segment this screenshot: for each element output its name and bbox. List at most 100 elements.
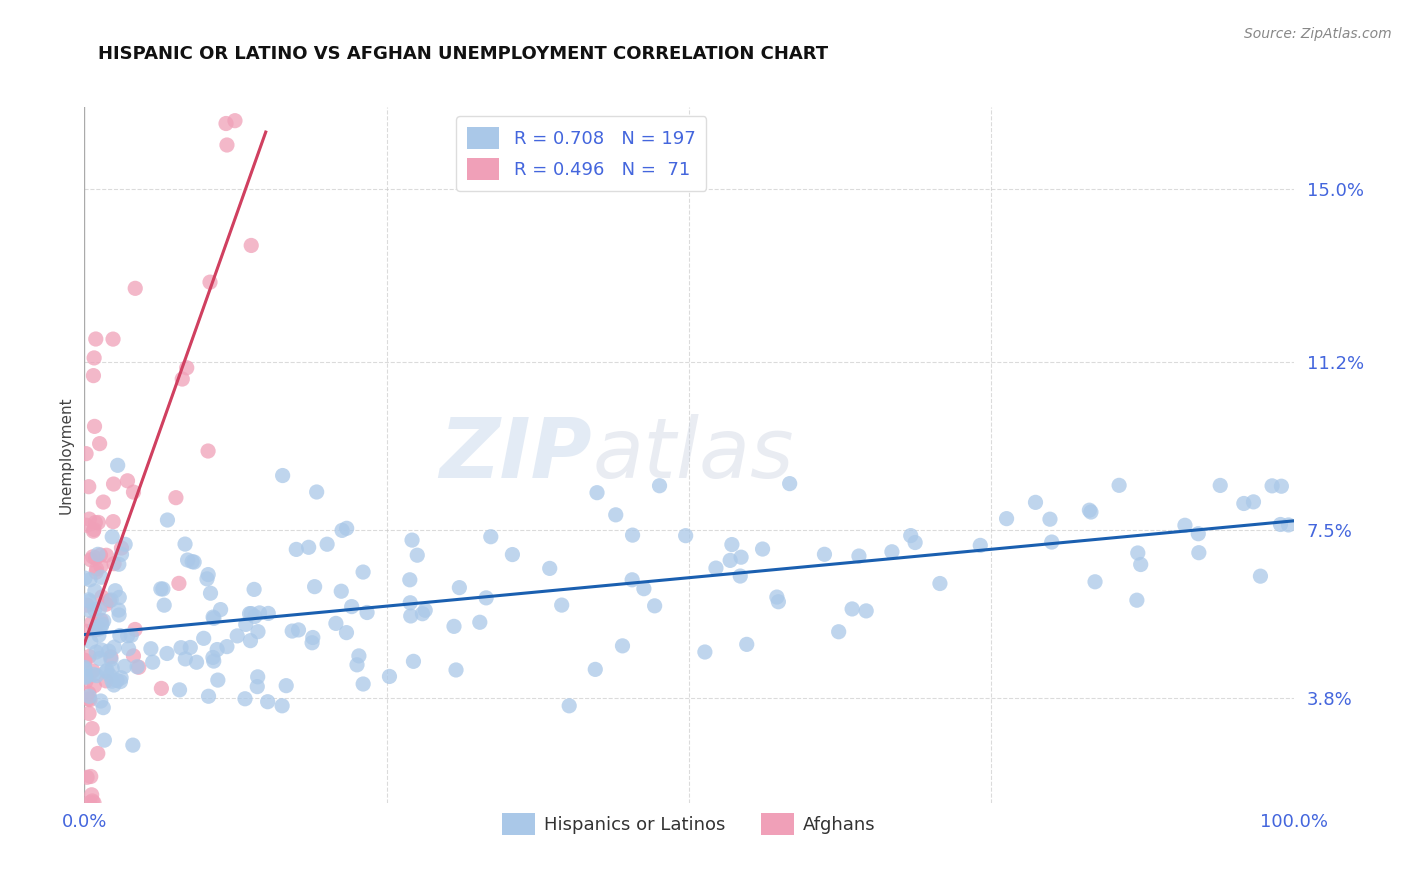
Point (84, 645, 107, 659)
Point (104, 583, 127, 598)
Point (127, 659, 149, 673)
Point (209, 602, 232, 616)
Point (90, 643, 112, 657)
Point (281, 624, 304, 638)
Point (79, 604, 101, 618)
Point (89, 602, 111, 616)
Point (586, 485, 609, 500)
Point (929, 576, 952, 591)
Point (98, 593, 121, 607)
Point (287, 623, 309, 637)
Point (413, 603, 436, 617)
Point (110, 671, 132, 685)
Point (704, 561, 727, 575)
Point (80, 635, 103, 649)
Point (83, 523, 105, 537)
Point (205, 642, 228, 657)
Point (730, 550, 752, 565)
Point (1261, 479, 1284, 493)
Point (179, 640, 201, 655)
Point (80, 770, 103, 784)
Point (444, 663, 467, 677)
Point (316, 537, 339, 551)
Point (336, 521, 359, 535)
Point (84, 516, 107, 530)
Point (82, 794, 104, 808)
Point (718, 553, 741, 567)
Point (378, 669, 401, 683)
Point (325, 616, 347, 631)
Point (411, 607, 433, 621)
Point (243, 582, 266, 597)
Point (90, 570, 112, 584)
Point (90, 559, 112, 574)
Point (94, 673, 117, 688)
Point (84, 566, 107, 580)
Point (305, 485, 328, 500)
Point (183, 555, 205, 569)
Point (84, 620, 107, 634)
Point (449, 581, 471, 595)
Point (304, 580, 326, 594)
Point (87, 516, 110, 530)
Point (1277, 518, 1299, 533)
Point (176, 360, 198, 375)
Point (75, 518, 97, 533)
Point (89, 436, 111, 450)
Point (406, 548, 429, 562)
Point (200, 586, 222, 600)
Point (240, 607, 263, 621)
Point (79, 796, 101, 810)
Point (91, 700, 114, 714)
Point (122, 485, 145, 500)
Point (402, 654, 425, 668)
Point (83, 796, 105, 810)
Point (768, 595, 790, 609)
Point (86, 668, 108, 682)
Point (139, 641, 162, 656)
Point (114, 659, 136, 673)
Point (848, 549, 870, 563)
Point (621, 573, 644, 587)
Point (117, 641, 139, 656)
Point (995, 511, 1018, 525)
Point (156, 647, 179, 661)
Point (352, 677, 374, 691)
Point (87, 622, 110, 636)
Point (276, 679, 298, 693)
Point (98, 668, 121, 682)
Point (675, 529, 697, 543)
Point (80, 553, 103, 567)
Point (335, 625, 357, 640)
Point (82, 368, 104, 383)
Point (100, 649, 122, 664)
Point (79, 573, 101, 587)
Point (82, 524, 104, 538)
Point (152, 582, 174, 596)
Point (103, 640, 125, 655)
Point (108, 607, 131, 622)
Point (82, 722, 104, 736)
Point (238, 607, 260, 621)
Legend: Hispanics or Latinos, Afghans: Hispanics or Latinos, Afghans (495, 806, 883, 842)
Point (124, 281, 146, 295)
Point (77, 706, 100, 721)
Point (75, 674, 97, 689)
Point (84, 332, 107, 346)
Point (1078, 503, 1101, 517)
Point (186, 655, 208, 669)
Point (83, 603, 105, 617)
Point (110, 547, 132, 561)
Point (468, 615, 491, 630)
Point (605, 508, 627, 522)
Point (900, 528, 922, 542)
Point (97, 644, 120, 658)
Point (1039, 512, 1062, 526)
Point (103, 557, 125, 571)
Point (271, 468, 294, 483)
Point (779, 476, 801, 491)
Point (91, 616, 114, 631)
Point (83, 679, 105, 693)
Point (107, 603, 129, 617)
Point (1084, 574, 1107, 589)
